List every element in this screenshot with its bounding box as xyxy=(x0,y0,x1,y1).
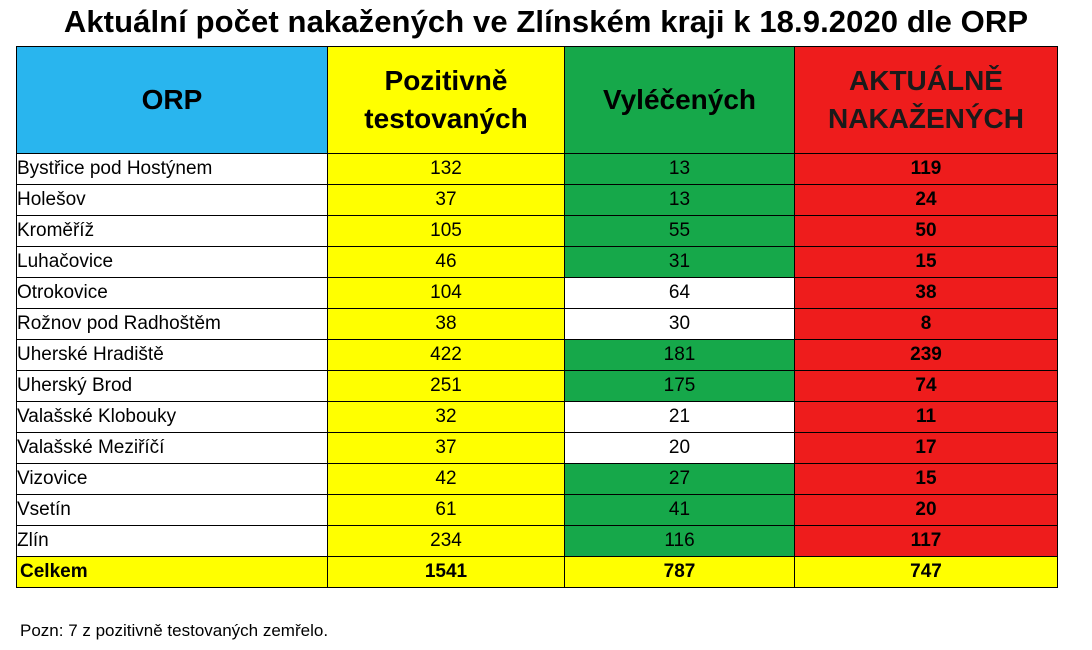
positive-cell: 132 xyxy=(327,153,565,185)
total-label-cell: Celkem xyxy=(16,556,328,588)
positive-cell: 234 xyxy=(327,525,565,557)
positive-cell: 37 xyxy=(327,184,565,216)
recovered-cell: 13 xyxy=(564,153,795,185)
positive-cell: 46 xyxy=(327,246,565,278)
orp-name-cell: Uherské Hradiště xyxy=(16,339,328,371)
infected-cell: 15 xyxy=(794,463,1058,495)
orp-name-cell: Vsetín xyxy=(16,494,328,526)
table-header-row: ORP Pozitivně testovaných Vyléčených AKT… xyxy=(16,46,1058,154)
recovered-cell: 13 xyxy=(564,184,795,216)
table-row: Kroměříž 105 55 50 xyxy=(16,215,1058,247)
recovered-cell: 175 xyxy=(564,370,795,402)
positive-cell: 42 xyxy=(327,463,565,495)
orp-name-cell: Luhačovice xyxy=(16,246,328,278)
positive-cell: 61 xyxy=(327,494,565,526)
infected-cell: 24 xyxy=(794,184,1058,216)
positive-cell: 38 xyxy=(327,308,565,340)
recovered-cell: 30 xyxy=(564,308,795,340)
infected-cell: 74 xyxy=(794,370,1058,402)
table-row: Valašské Meziříčí 37 20 17 xyxy=(16,432,1058,464)
orp-name-cell: Holešov xyxy=(16,184,328,216)
orp-name-cell: Bystřice pod Hostýnem xyxy=(16,153,328,185)
recovered-cell: 55 xyxy=(564,215,795,247)
page-title: Aktuální počet nakažených ve Zlínském kr… xyxy=(63,4,1029,39)
orp-name-cell: Zlín xyxy=(16,525,328,557)
recovered-cell: 64 xyxy=(564,277,795,309)
orp-table: ORP Pozitivně testovaných Vyléčených AKT… xyxy=(16,46,1058,588)
table-row: Bystřice pod Hostýnem 132 13 119 xyxy=(16,153,1058,185)
table-row: Vizovice 42 27 15 xyxy=(16,463,1058,495)
infected-cell: 50 xyxy=(794,215,1058,247)
table-row: Luhačovice 46 31 15 xyxy=(16,246,1058,278)
table-body: Bystřice pod Hostýnem 132 13 119 Holešov 37 13… xyxy=(16,153,1058,588)
total-infected-cell: 747 xyxy=(794,556,1058,588)
infected-cell: 119 xyxy=(794,153,1058,185)
orp-name-cell: Kroměříž xyxy=(16,215,328,247)
positive-cell: 104 xyxy=(327,277,565,309)
table-row: Zlín 234 116 117 xyxy=(16,525,1058,557)
infected-cell: 38 xyxy=(794,277,1058,309)
table-row: Uherské Hradiště 422 181 239 xyxy=(16,339,1058,371)
infected-cell: 17 xyxy=(794,432,1058,464)
table-row: Valašské Klobouky 32 21 11 xyxy=(16,401,1058,433)
positive-cell: 422 xyxy=(327,339,565,371)
orp-name-cell: Uherský Brod xyxy=(16,370,328,402)
infected-cell: 239 xyxy=(794,339,1058,371)
table-row: Holešov 37 13 24 xyxy=(16,184,1058,216)
recovered-cell: 116 xyxy=(564,525,795,557)
table-row: Uherský Brod 251 175 74 xyxy=(16,370,1058,402)
positive-cell: 105 xyxy=(327,215,565,247)
header-infected: AKTUÁLNĚ NAKAŽENÝCH xyxy=(794,46,1058,154)
orp-name-cell: Rožnov pod Radhoštěm xyxy=(16,308,328,340)
orp-name-cell: Valašské Meziříčí xyxy=(16,432,328,464)
infected-cell: 11 xyxy=(794,401,1058,433)
orp-name-cell: Vizovice xyxy=(16,463,328,495)
header-recovered: Vyléčených xyxy=(564,46,795,154)
footnote: Pozn: 7 z pozitivně testovaných zemřelo. xyxy=(20,621,329,640)
infected-cell: 15 xyxy=(794,246,1058,278)
total-row: Celkem 1541 787 747 xyxy=(16,556,1058,588)
positive-cell: 251 xyxy=(327,370,565,402)
recovered-cell: 20 xyxy=(564,432,795,464)
positive-cell: 37 xyxy=(327,432,565,464)
header-positive: Pozitivně testovaných xyxy=(327,46,565,154)
infected-cell: 20 xyxy=(794,494,1058,526)
table-row: Vsetín 61 41 20 xyxy=(16,494,1058,526)
table-row: Rožnov pod Radhoštěm 38 30 8 xyxy=(16,308,1058,340)
orp-name-cell: Valašské Klobouky xyxy=(16,401,328,433)
total-recovered-cell: 787 xyxy=(564,556,795,588)
infected-cell: 117 xyxy=(794,525,1058,557)
positive-cell: 32 xyxy=(327,401,565,433)
header-orp: ORP xyxy=(16,46,328,154)
infected-cell: 8 xyxy=(794,308,1058,340)
recovered-cell: 41 xyxy=(564,494,795,526)
total-positive-cell: 1541 xyxy=(327,556,565,588)
table-row: Otrokovice 104 64 38 xyxy=(16,277,1058,309)
recovered-cell: 27 xyxy=(564,463,795,495)
recovered-cell: 21 xyxy=(564,401,795,433)
orp-name-cell: Otrokovice xyxy=(16,277,328,309)
recovered-cell: 181 xyxy=(564,339,795,371)
recovered-cell: 31 xyxy=(564,246,795,278)
